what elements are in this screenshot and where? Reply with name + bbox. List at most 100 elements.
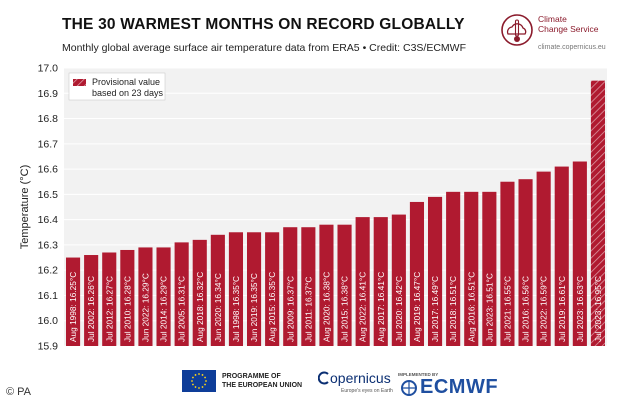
bar: [427, 196, 443, 346]
y-tick-label: 16.4: [38, 214, 59, 226]
bar-data-label: Jul 2023: 16.95°C: [593, 276, 603, 342]
eu-star: [204, 383, 206, 386]
bar: [192, 239, 207, 346]
bar-data-label: Jul 2022: 16.59°C: [539, 276, 549, 342]
bar: [84, 255, 99, 346]
bar: [446, 191, 461, 346]
bar-data-label: Jul 2005: 16.31°C: [177, 276, 187, 342]
legend-entry-line1: Provisional value: [92, 77, 160, 87]
bar-data-label: Aug 1998: 16.25°C: [68, 272, 78, 342]
bar: [228, 232, 244, 346]
logo-name: Climate Change Service: [538, 14, 628, 34]
y-tick-label: 16.9: [38, 88, 59, 100]
bar-data-label: Aug 2018: 16.32°C: [195, 272, 205, 342]
bar: [355, 217, 370, 346]
eu-line1: PROGRAMME OF: [222, 373, 281, 380]
chart-subtitle: Monthly global average surface air tempe…: [62, 42, 467, 54]
bar: [65, 257, 81, 346]
eu-star: [201, 386, 204, 388]
bar-data-label: Aug 2022: 16.41°C: [358, 272, 368, 342]
y-tick-label: 16.5: [38, 189, 59, 201]
bar-data-label: Jun 2022: 16.29°C: [140, 273, 150, 342]
bar-data-label: Jul 2002: 16.26°C: [86, 276, 96, 342]
bar: [301, 227, 316, 346]
bar: [337, 224, 352, 346]
bar: [554, 166, 569, 346]
bar: [590, 80, 606, 347]
bar-data-label: Jun 2023: 16.51°C: [484, 273, 494, 342]
y-axis: 15.9 16.0 16.1 16.2 16.3 16.4 16.5 16.6 16.7 16.8…: [38, 63, 59, 353]
bar: [246, 232, 262, 346]
bar-data-label: Jul 2017: 16.49°C: [430, 276, 440, 342]
eu-flag-icon: [182, 370, 216, 392]
logo-name-line1: Climate: [538, 14, 567, 24]
copernicus-logo-text: opernicus: [330, 370, 391, 386]
bar-data-label: Jul 2010: 16.28°C: [122, 276, 132, 342]
legend-swatch: [73, 79, 86, 86]
bar: [572, 161, 587, 346]
bar: [102, 252, 117, 346]
eu-star: [194, 386, 197, 388]
c3s-logo: Climate Change Service climate.copernicu…: [500, 12, 630, 62]
y-tick-label: 16.0: [38, 315, 59, 327]
bar-data-label: Jun 2019: 16.35°C: [249, 273, 259, 342]
chart-title: THE 30 WARMEST MONTHS ON RECORD GLOBALLY: [62, 16, 465, 33]
thermometer-cloud-icon: [501, 14, 533, 46]
bar-data-label: Jul 2018: 16.51°C: [448, 276, 458, 342]
bar: [518, 179, 533, 346]
bar-data-label: Aug 2015: 16.35°C: [267, 272, 277, 342]
bar: [120, 249, 135, 346]
bars: Aug 1998: 16.25°C Jul 2002: 16.26°C Jul 20…: [65, 80, 606, 347]
logo-name-line2: Change Service: [538, 24, 599, 34]
bar: [265, 232, 280, 346]
y-tick-label: 16.2: [38, 265, 59, 277]
bar: [210, 234, 225, 346]
bar: [409, 201, 425, 346]
bar: [391, 214, 406, 346]
ecmwf-logo-text: ECMWF: [420, 376, 499, 398]
copernicus-tagline: Europe's eyes on Earth: [341, 388, 393, 394]
bar-data-label: Jul 2020: 16.42°C: [394, 276, 404, 342]
bar-data-label: Jul 2019: 16.61°C: [557, 276, 567, 342]
bar-data-label: Jul 2021: 16.55°C: [502, 276, 512, 342]
y-tick-label: 16.8: [38, 113, 59, 125]
eu-line2: THE EUROPEAN UNION: [222, 382, 303, 389]
bar-data-label: Jul 2009: 16.37°C: [285, 276, 295, 342]
bar-data-label: Aug 2016: 16.51°C: [466, 272, 476, 342]
y-tick-label: 16.3: [38, 239, 59, 251]
legend: Provisional value based on 23 days: [68, 72, 166, 101]
legend-entry-line2: based on 23 days: [92, 88, 164, 98]
eu-star: [194, 374, 197, 376]
bar-data-label: Jul 1998: 16.35°C: [231, 276, 241, 342]
bar: [138, 247, 153, 346]
y-tick-label: 16.6: [38, 164, 59, 176]
bar-data-label: Jul 2023: 16.63°C: [575, 276, 585, 342]
bar-data-label: Aug 2019: 16.47°C: [412, 272, 422, 342]
bar: [156, 247, 171, 346]
bar: [319, 224, 334, 346]
eu-star: [201, 374, 204, 376]
bar: [482, 191, 497, 346]
eu-star: [191, 380, 193, 382]
bar: [464, 191, 479, 346]
ecmwf-globe-icon: [401, 380, 417, 396]
eu-star: [192, 383, 194, 386]
bar-data-label: Jul 2011: 16.37°C: [303, 277, 313, 342]
bar-chart: Aug 1998: 16.25°C Jul 2002: 16.26°C Jul 20…: [19, 63, 607, 353]
bar: [500, 181, 515, 346]
logo-url: climate.copernicus.eu: [538, 44, 606, 51]
implemented-by-text: IMPLEMENTED BY: [398, 372, 439, 377]
plot-area: [64, 68, 607, 346]
eu-star: [192, 376, 194, 379]
eu-star: [204, 376, 206, 379]
legend-box: [68, 72, 166, 101]
copernicus-c-icon: [318, 371, 329, 385]
y-tick-label: 17.0: [38, 63, 59, 75]
bar-data-label: Jul 2015: 16.38°C: [340, 276, 350, 342]
bar-data-label: Jul 2014: 16.29°C: [159, 276, 169, 342]
eu-star: [198, 373, 200, 375]
eu-programme-text: PROGRAMME OF THE EUROPEAN UNION: [222, 372, 302, 390]
bar: [283, 227, 298, 346]
bar-data-label: Jul 2012: 16.27°C: [104, 276, 114, 342]
eu-star: [198, 387, 200, 389]
